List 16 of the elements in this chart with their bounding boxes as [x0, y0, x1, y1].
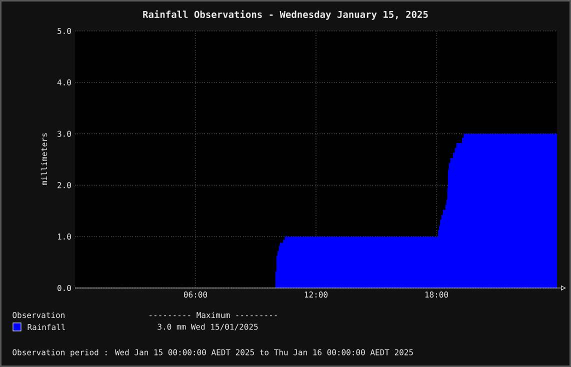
y-tick-label: 4.0: [57, 79, 71, 86]
y-tick-label: 1.0: [58, 234, 71, 240]
y-tick-label: 0.0: [58, 284, 71, 292]
x-tick-label: 18:00: [425, 292, 448, 298]
x-tick-label: 06:00: [184, 292, 208, 298]
legend-title: Observation: [12, 312, 64, 318]
chart-title: Rainfall Observations - Wednesday January 15, 2025: [143, 10, 428, 20]
legend-label: Rainfall: [28, 324, 65, 330]
y-tick-label: 5.0: [58, 28, 71, 34]
x-tick-label: 12:00: [304, 292, 328, 298]
y-tick-label: 2.0: [58, 182, 71, 188]
y-tick-label: 3.0: [58, 130, 71, 137]
y-axis-title: millimeters: [40, 133, 48, 186]
text: 3.0 mm Wed 15/01/2025: [158, 324, 258, 330]
text: --------- Maximum ---------: [150, 312, 277, 318]
text: Observation period : Wed Jan 15 00:00:00 AEDT 2025 to Thu Jan 16 00:00:00 AEDT 2025: [12, 349, 413, 357]
